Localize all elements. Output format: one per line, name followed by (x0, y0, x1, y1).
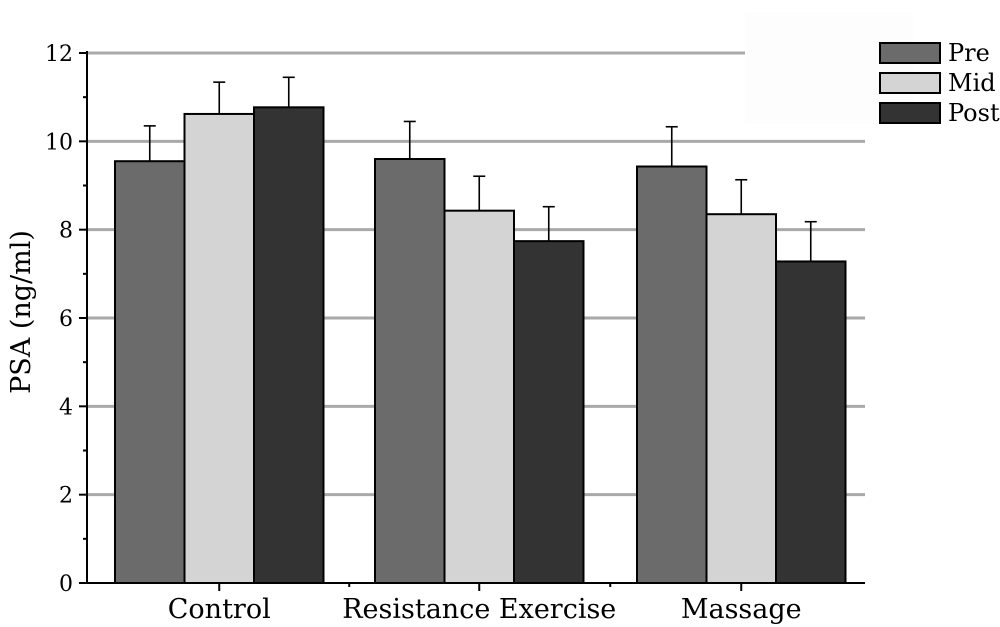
legend-swatch-post (879, 102, 941, 124)
bar-mid-2 (705, 213, 777, 584)
y-tick-label: 10 (45, 130, 73, 155)
y-tick-label: 0 (59, 572, 73, 597)
y-axis-title: PSA (ng/ml) (6, 230, 37, 394)
bar-post-0 (253, 106, 325, 584)
axes: 0 2 4 6 8 10 12 Control Resistance Exercise Massa… (45, 42, 865, 625)
bar-mid-0 (183, 112, 255, 584)
bars (114, 76, 847, 585)
y-tick-label: 12 (45, 42, 73, 67)
bar-pre-2 (636, 165, 708, 584)
bar-post-2 (775, 260, 847, 584)
legend-swatch-mid (879, 72, 941, 94)
x-category-label: Resistance Exercise (342, 594, 616, 625)
legend-swatch-pre (879, 42, 941, 64)
x-category-label: Massage (681, 594, 802, 625)
y-tick-label: 2 (59, 484, 73, 509)
bar-pre-1 (374, 158, 446, 584)
legend-label-post: Post (948, 99, 1000, 127)
bar-mid-1 (443, 209, 515, 585)
legend-label-mid: Mid (948, 69, 996, 97)
y-tick-label: 4 (59, 395, 73, 420)
bar-pre-0 (114, 160, 186, 584)
x-category-label: Control (168, 594, 271, 625)
legend-label-pre: Pre (948, 39, 990, 67)
y-tick-label: 8 (59, 219, 73, 244)
bar-post-1 (513, 240, 585, 584)
y-tick-label: 6 (59, 307, 73, 332)
